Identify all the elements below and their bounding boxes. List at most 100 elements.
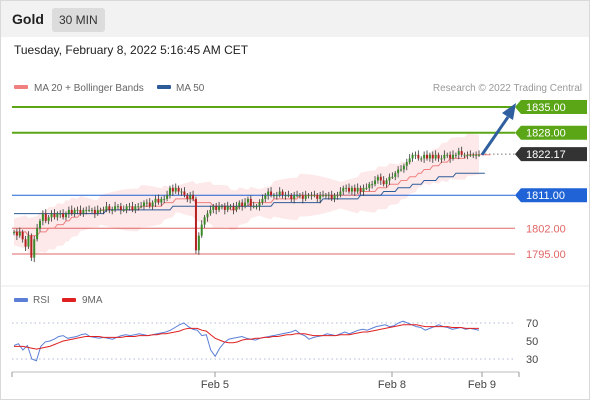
candle-body bbox=[206, 213, 209, 218]
candle-body bbox=[73, 209, 76, 214]
bollinger-band-area bbox=[14, 133, 479, 256]
candle-body bbox=[287, 195, 290, 197]
candle-body bbox=[460, 151, 463, 155]
rsi-ma9-line bbox=[14, 324, 479, 350]
candle-body bbox=[437, 154, 440, 159]
candle-body bbox=[330, 195, 333, 199]
candle-body bbox=[324, 195, 327, 197]
candle-body bbox=[148, 202, 151, 207]
candle-body bbox=[475, 154, 478, 156]
candle-body bbox=[405, 162, 408, 166]
resistance-label-1828-00-bg bbox=[515, 125, 587, 140]
candle-body bbox=[186, 195, 189, 199]
ma50-line bbox=[14, 172, 485, 215]
candle-body bbox=[411, 154, 414, 159]
candle-body bbox=[157, 198, 160, 203]
candle-body bbox=[177, 187, 180, 192]
x-axis-ticks: Feb 5 Feb 8 Feb 9 bbox=[11, 372, 520, 391]
candle-body bbox=[446, 154, 449, 156]
candle-body bbox=[33, 239, 36, 258]
candle-body bbox=[88, 209, 91, 211]
candle-body bbox=[428, 154, 431, 159]
candle-body bbox=[374, 180, 377, 185]
candle-body bbox=[402, 165, 405, 170]
ma9-legend-swatch bbox=[62, 298, 76, 302]
candle-body bbox=[13, 231, 15, 233]
candle-body bbox=[307, 195, 310, 197]
resistance-label-1828-00: 1828.00 bbox=[526, 128, 566, 140]
candle-body bbox=[114, 206, 117, 210]
candle-body bbox=[47, 217, 50, 221]
candle-body bbox=[376, 176, 379, 181]
candle-body bbox=[209, 209, 212, 214]
candle-body bbox=[53, 213, 56, 218]
candle-body bbox=[36, 228, 39, 240]
candle-body bbox=[229, 206, 232, 208]
candle-body bbox=[192, 195, 195, 199]
candle-body bbox=[194, 198, 197, 251]
candle-body bbox=[281, 191, 284, 196]
candle-body bbox=[382, 180, 385, 185]
candle-body bbox=[180, 191, 183, 193]
candle-body bbox=[154, 198, 157, 203]
level-labels: 1835.00 1828.00 1822.17 1811.00 1802.00 1795.… bbox=[515, 100, 587, 261]
candle-body bbox=[27, 235, 30, 247]
candle-body bbox=[241, 202, 244, 207]
candle-body bbox=[220, 206, 223, 208]
candle-body bbox=[70, 209, 73, 214]
candle-body bbox=[99, 209, 102, 211]
candle-body bbox=[218, 206, 221, 210]
candle-body bbox=[160, 198, 163, 203]
projection-arrow bbox=[480, 103, 516, 156]
candle-body bbox=[472, 154, 475, 156]
candle-body bbox=[284, 195, 287, 197]
candle-body bbox=[353, 187, 356, 192]
candle-body bbox=[235, 206, 238, 210]
candle-body bbox=[125, 206, 128, 210]
candle-body bbox=[414, 154, 417, 156]
candle-body bbox=[264, 195, 267, 199]
candle-body bbox=[24, 239, 27, 247]
candle-body bbox=[166, 195, 169, 199]
candle-body bbox=[168, 187, 171, 196]
candle-body bbox=[449, 154, 452, 159]
candle-body bbox=[128, 206, 131, 208]
header-bar: Gold 30 MIN bbox=[1, 1, 589, 37]
candle-body bbox=[350, 187, 353, 192]
candle-body bbox=[137, 206, 140, 208]
candle-body bbox=[400, 169, 403, 171]
candle-body bbox=[62, 213, 65, 218]
legend: MA 20 + Bollinger Bands MA 50 Research ©… bbox=[14, 83, 582, 94]
candle-body bbox=[278, 191, 281, 196]
candle-body bbox=[348, 187, 351, 192]
candle-body bbox=[478, 154, 480, 156]
x-tick-label: Feb 8 bbox=[378, 379, 406, 391]
candle-body bbox=[420, 158, 423, 160]
candle-body bbox=[59, 213, 62, 215]
candle-body bbox=[134, 206, 137, 210]
candle-body bbox=[255, 206, 258, 208]
candle-body bbox=[226, 206, 229, 210]
last-label-1822-17: 1822.17 bbox=[526, 149, 566, 161]
projection-arrowhead bbox=[502, 103, 516, 120]
candle-body bbox=[85, 209, 88, 211]
candle-body bbox=[275, 195, 278, 197]
candle-body bbox=[469, 154, 472, 156]
candle-body bbox=[365, 187, 368, 189]
timeframe-badge[interactable]: 30 MIN bbox=[52, 8, 105, 32]
candle-body bbox=[111, 209, 114, 211]
candle-body bbox=[203, 217, 206, 225]
candles bbox=[13, 146, 480, 263]
candle-body bbox=[316, 195, 319, 199]
candle-body bbox=[457, 151, 460, 155]
pivot-label-1811-00: 1811.00 bbox=[526, 190, 565, 202]
candle-body bbox=[293, 195, 296, 199]
candle-body bbox=[90, 209, 93, 211]
rsi-tick-70: 70 bbox=[526, 318, 538, 330]
candle-body bbox=[64, 213, 67, 218]
candle-body bbox=[345, 187, 348, 189]
level-lines bbox=[12, 106, 515, 255]
candle-body bbox=[290, 195, 293, 199]
candle-body bbox=[336, 195, 339, 197]
